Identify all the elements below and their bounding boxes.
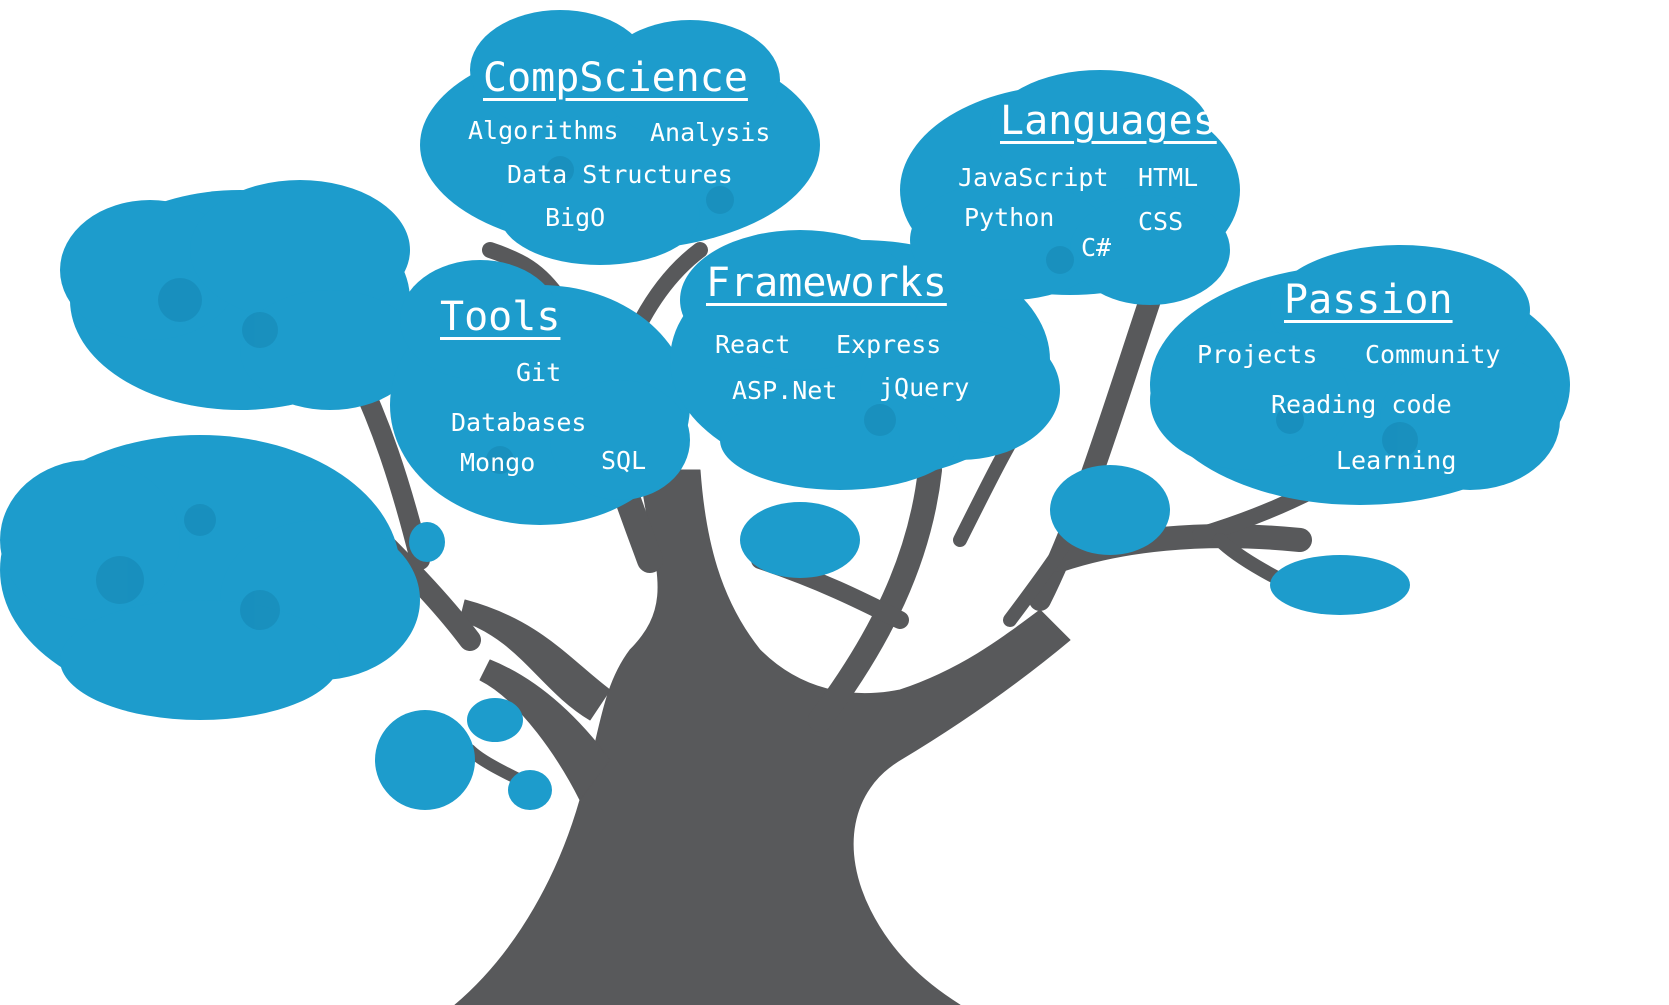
frameworks-item: React	[715, 330, 791, 359]
tools-item: Mongo	[460, 448, 536, 477]
languages-item: JavaScript	[958, 163, 1109, 192]
frameworks-item: jQuery	[879, 373, 970, 402]
tuft	[409, 522, 445, 562]
canopy-frameworks	[670, 230, 1060, 490]
languages-item: C#	[1081, 233, 1112, 262]
canopy-languages	[900, 70, 1240, 305]
frameworks-title: Frameworks	[706, 260, 947, 306]
tuft	[740, 502, 860, 578]
languages-item: CSS	[1138, 207, 1184, 236]
compscience-title: CompScience	[483, 55, 748, 101]
languages-title: Languages	[1000, 98, 1217, 144]
canopy-tools	[390, 260, 690, 525]
compscience-item: Data Structures	[507, 160, 733, 189]
compscience-item: Analysis	[650, 118, 771, 147]
passion-item: Projects	[1197, 340, 1318, 369]
passion-title: Passion	[1284, 277, 1453, 323]
languages-item: Python	[964, 203, 1055, 232]
tuft	[1270, 555, 1410, 615]
frameworks-item: Express	[836, 330, 942, 359]
compscience-item: BigO	[545, 203, 606, 232]
canopy-left-lower	[0, 435, 420, 720]
passion-item: Learning	[1336, 446, 1457, 475]
tuft	[375, 710, 475, 810]
foliage-texture	[96, 156, 1418, 630]
tuft	[1050, 465, 1170, 555]
passion-item: Reading code	[1271, 390, 1452, 419]
tools-item: Databases	[451, 408, 587, 437]
foliage	[0, 10, 1570, 810]
passion-item: Community	[1365, 340, 1501, 369]
tuft	[467, 698, 523, 742]
compscience-item: Algorithms	[468, 116, 619, 145]
tools-item: Git	[516, 358, 562, 387]
tools-title: Tools	[440, 294, 561, 340]
tuft	[508, 770, 552, 810]
canopy-passion	[1150, 245, 1570, 505]
frameworks-item: ASP.Net	[732, 376, 838, 405]
languages-item: HTML	[1138, 163, 1199, 192]
tools-item: SQL	[601, 446, 647, 475]
canopy-left-upper	[60, 180, 420, 410]
